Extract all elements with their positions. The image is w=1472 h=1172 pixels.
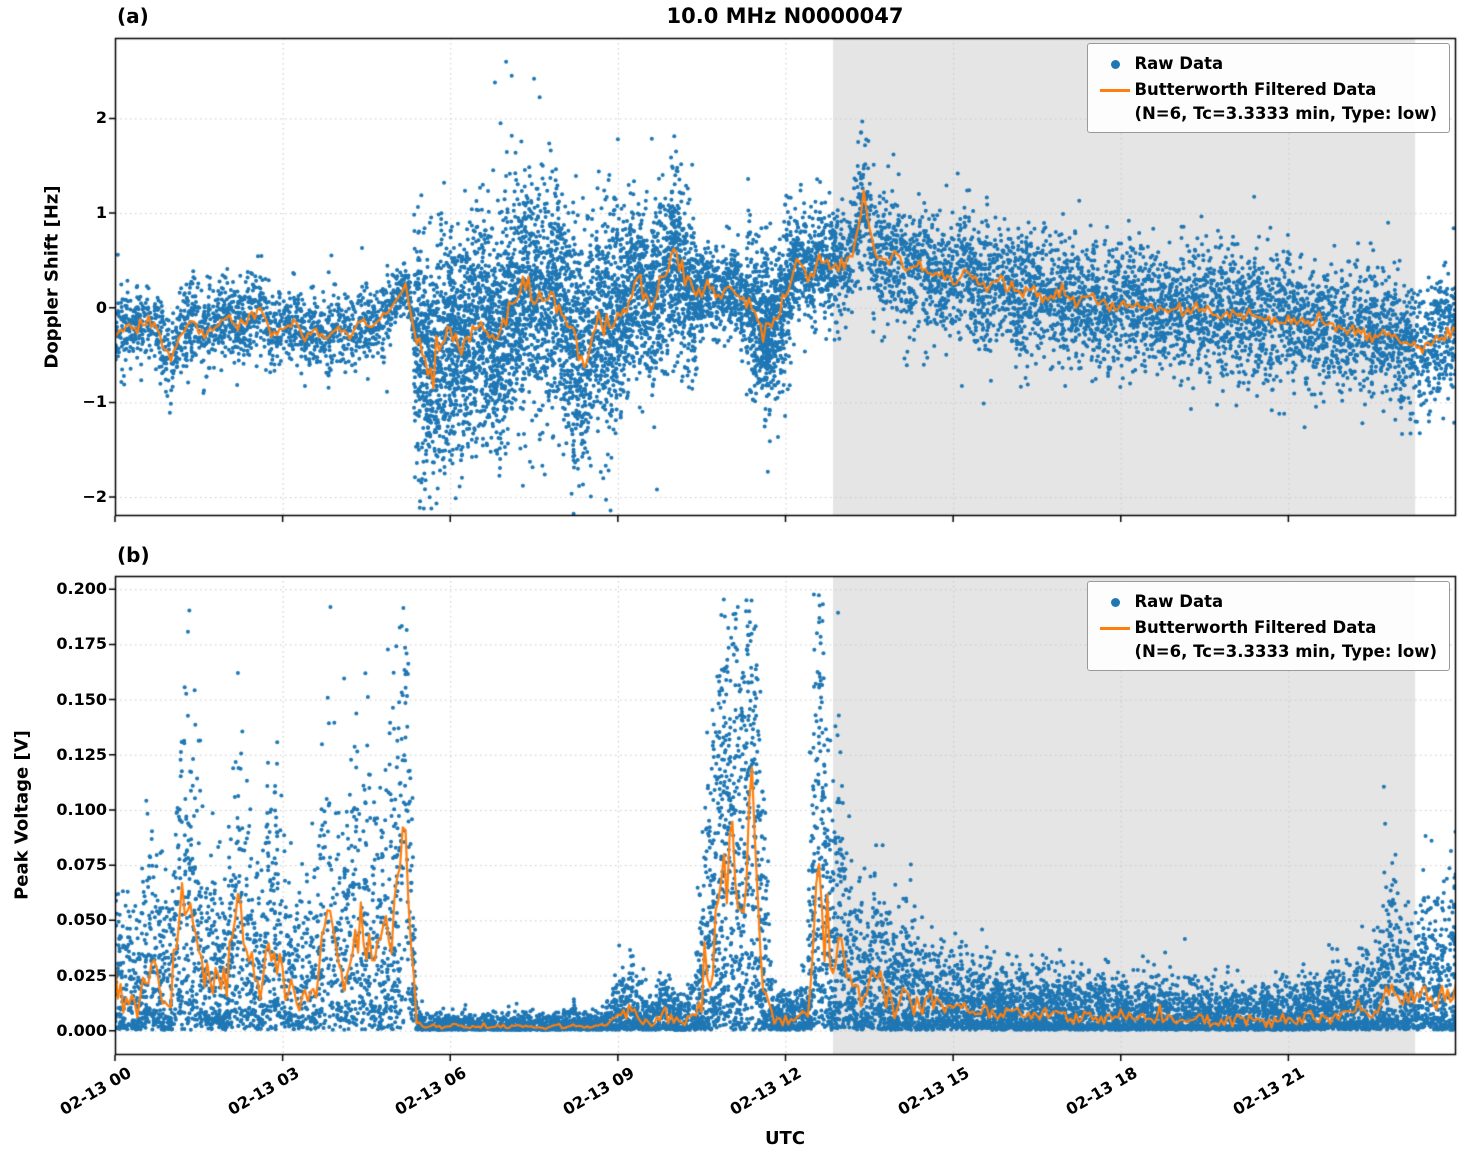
legend-filtered-label: Butterworth Filtered Data (1134, 79, 1377, 99)
y-tick-label-panel-b: 0.175 (56, 634, 107, 654)
y-tick-label-panel-b: 0.150 (56, 689, 107, 709)
y-tick-label-panel-b: 0.200 (56, 579, 107, 599)
y-tick-label-panel-b: 0.050 (56, 910, 107, 930)
legend-panel-b: Raw Data Butterworth Filtered Data (N=6,… (1087, 581, 1450, 672)
panel-a-label: (a) (117, 4, 149, 28)
panel-b-label: (b) (117, 543, 150, 567)
raw-data-dot-icon (1096, 59, 1134, 69)
y-tick-label-panel-b: 0.075 (56, 855, 107, 875)
legend-entry-filtered: Butterworth Filtered Data (1096, 77, 1437, 103)
y-tick-label-panel-a: 0 (95, 297, 107, 317)
legend-entry-filtered: Butterworth Filtered Data (1096, 615, 1437, 641)
y-tick-label-panel-b: 0.125 (56, 744, 107, 764)
y-tick-label-panel-b: 0.025 (56, 965, 107, 985)
legend-filtered-label: Butterworth Filtered Data (1134, 617, 1377, 637)
legend-filtered-params: (N=6, Tc=3.3333 min, Type: low) (1134, 104, 1437, 123)
filtered-line-icon (1096, 88, 1134, 92)
y-tick-label-panel-a: −2 (82, 487, 107, 507)
x-axis-label: UTC (764, 1128, 806, 1149)
y-tick-label-panel-b: 0.100 (56, 799, 107, 819)
legend-entry-raw: Raw Data (1096, 51, 1437, 77)
legend-raw-label: Raw Data (1134, 591, 1224, 611)
legend-raw-label: Raw Data (1134, 53, 1224, 73)
figure-title: 10.0 MHz N0000047 (666, 4, 904, 28)
y-tick-label-panel-b: 0.000 (56, 1020, 107, 1040)
y-tick-label-panel-a: 1 (95, 203, 107, 223)
y-tick-label-panel-a: 2 (95, 108, 107, 128)
filtered-line-icon (1096, 626, 1134, 630)
legend-filtered-params: (N=6, Tc=3.3333 min, Type: low) (1134, 642, 1437, 661)
legend-panel-a: Raw Data Butterworth Filtered Data (N=6,… (1087, 43, 1450, 134)
legend-entry-raw: Raw Data (1096, 589, 1437, 615)
y-tick-label-panel-a: −1 (82, 392, 107, 412)
raw-data-dot-icon (1096, 597, 1134, 607)
